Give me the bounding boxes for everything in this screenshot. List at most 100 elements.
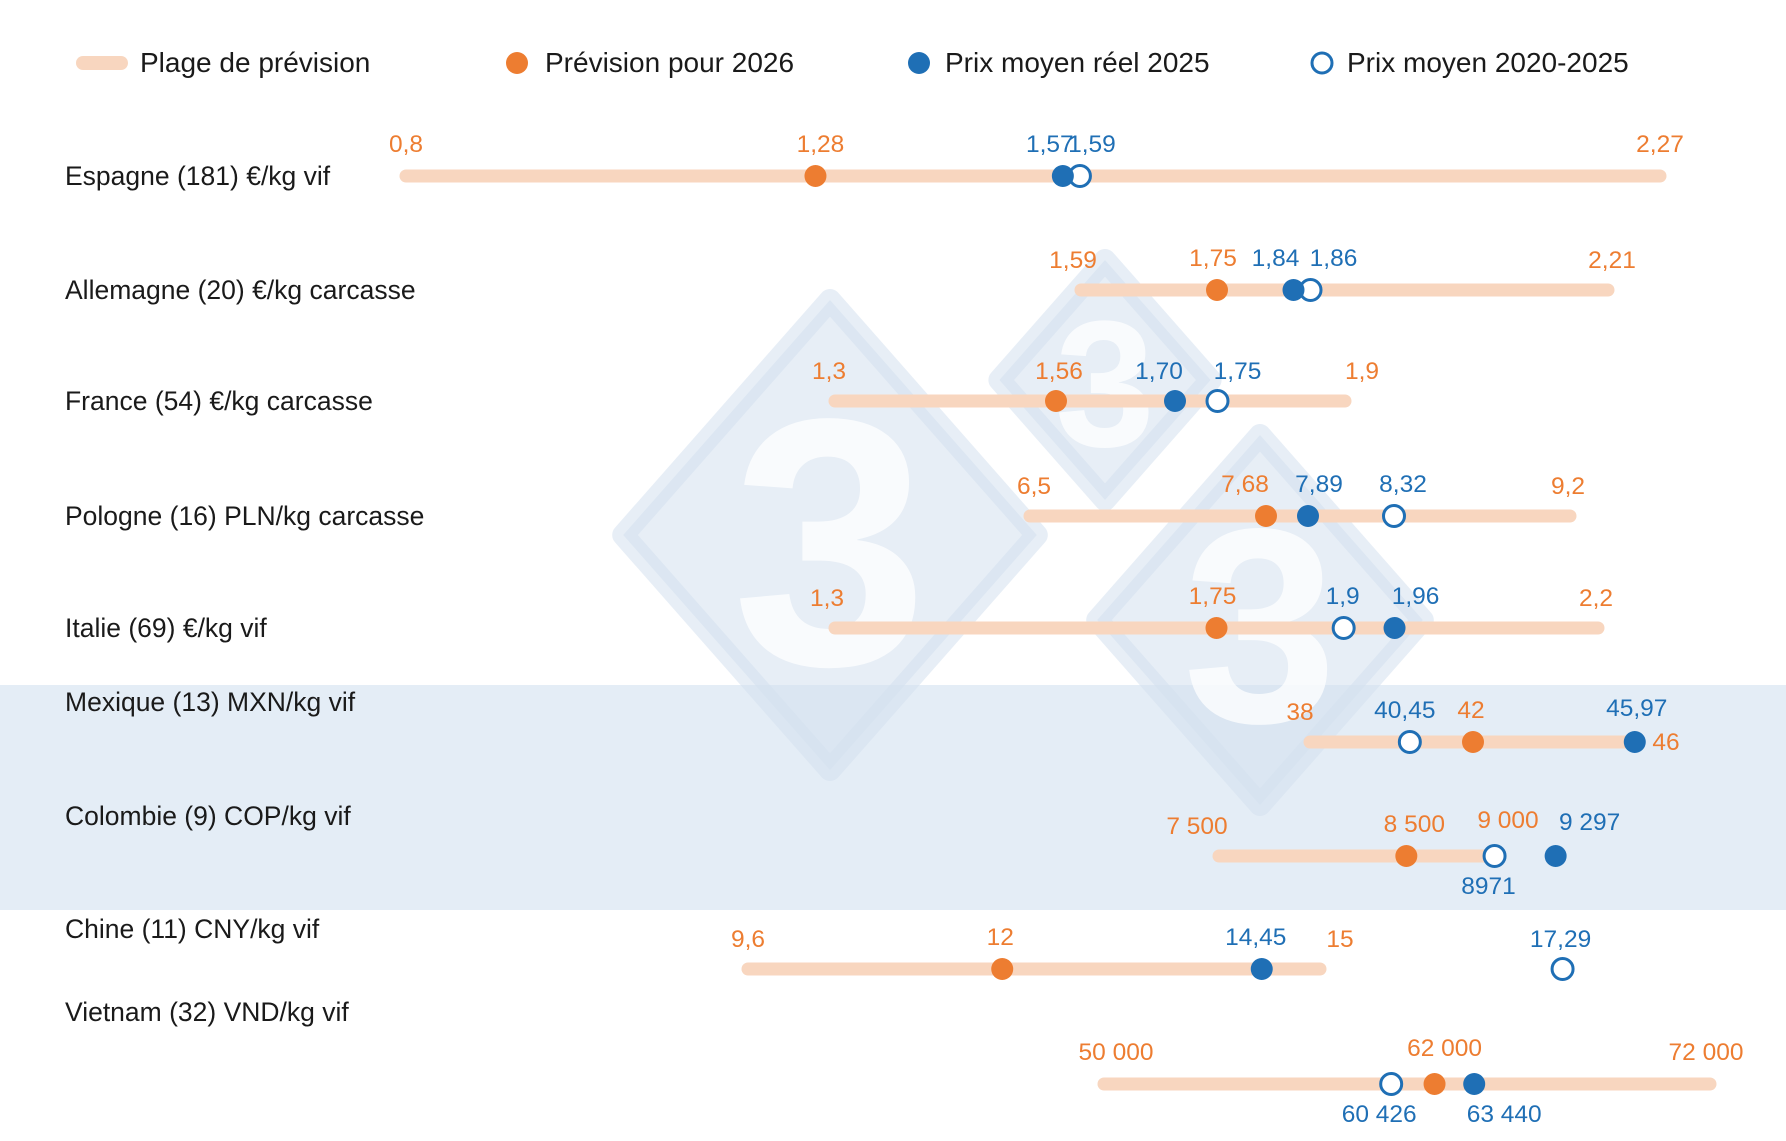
average-marker: [1379, 1072, 1404, 1096]
forecast-marker: [1206, 279, 1228, 301]
max-value-label: 2,21: [1588, 247, 1636, 274]
forecast-marker: [804, 165, 827, 187]
row-label: Colombie (9) COP/kg vif: [65, 801, 351, 831]
chart-row: Pologne (16) PLN/kg carcasse 6,5 9,2 7,68 7,…: [65, 471, 1585, 531]
average-marker: [1331, 616, 1356, 640]
legend-label-actual: Prix moyen réel 2025: [945, 47, 1210, 78]
legend-item-average: Prix moyen 2020-2025: [1310, 47, 1629, 78]
legend-actual-swatch: [908, 52, 930, 74]
average-marker: [1550, 957, 1575, 981]
watermark-diamond-small: 3: [988, 249, 1222, 511]
actual-value-label: 45,97: [1606, 695, 1667, 722]
watermark-glyph: 3: [1055, 284, 1155, 485]
chart-row: Italie (69) €/kg vif 1,3 2,2 1,75 1,96 1,9: [65, 583, 1613, 643]
actual-marker: [1623, 731, 1646, 753]
row-label: Allemagne (20) €/kg carcasse: [65, 275, 416, 305]
row-label: Chine (11) CNY/kg vif: [65, 914, 320, 944]
forecast-marker: [1423, 1073, 1446, 1095]
max-value-label: 15: [1326, 926, 1353, 953]
forecast-marker: [1255, 505, 1277, 527]
forecast-marker: [1395, 845, 1418, 867]
row-label: Pologne (16) PLN/kg carcasse: [65, 501, 424, 531]
chart-row: Vietnam (32) VND/kg vif 50 000 72 000 62 00…: [65, 997, 1743, 1128]
actual-marker: [1282, 279, 1305, 301]
legend-item-forecast: Prévision pour 2026: [506, 47, 794, 78]
chart-row: Allemagne (20) €/kg carcasse 1,59 2,21 1,75…: [65, 245, 1636, 305]
forecast-value-label: 42: [1457, 697, 1484, 724]
legend-item-range: Plage de prévision: [76, 47, 370, 78]
forecast-value-label: 1,28: [797, 131, 845, 158]
average-marker: [1205, 389, 1230, 413]
min-value-label: 9,6: [731, 926, 765, 953]
chart-row: Colombie (9) COP/kg vif 7 500 9 000 8 500 9 …: [65, 801, 1620, 900]
min-value-label: 7 500: [1166, 813, 1227, 840]
row-label: Italie (69) €/kg vif: [65, 613, 267, 643]
chart-row: Espagne (181) €/kg vif 0,8 2,27 1,28 1,571,5…: [65, 131, 1684, 191]
legend-item-actual: Prix moyen réel 2025: [908, 47, 1210, 78]
actual-value-label: 1,84: [1252, 245, 1300, 272]
average-value-label: 8,32: [1379, 471, 1427, 498]
average-value-label: 60 426: [1342, 1101, 1417, 1128]
average-value-label: 8971: [1461, 873, 1516, 900]
watermark-diamond: [988, 249, 1222, 511]
watermark-diamond: [612, 289, 1048, 781]
forecast-value-label: 8 500: [1384, 811, 1445, 838]
legend: Plage de prévision Prévision pour 2026 Pri…: [76, 47, 1629, 78]
chart-row: France (54) €/kg carcasse 1,3 1,9 1,56 1,70 1…: [65, 358, 1379, 416]
forecast-value-label: 12: [987, 924, 1014, 951]
min-value-label: 1,59: [1049, 247, 1097, 274]
forecast-marker: [991, 958, 1014, 980]
forecast-marker: [1462, 731, 1484, 753]
max-value-label: 9,2: [1551, 473, 1585, 500]
max-value-label: 9 000: [1477, 807, 1538, 834]
highlight-band: [0, 685, 1786, 910]
row-label: Mexique (13) MXN/kg vif: [65, 687, 356, 717]
row-label: Vietnam (32) VND/kg vif: [65, 997, 349, 1027]
chart-row: Mexique (13) MXN/kg vif 38 46 42 45,97 40,45: [65, 687, 1680, 756]
chart-row: Chine (11) CNY/kg vif 9,6 15 12 14,45 17,29: [65, 914, 1591, 981]
min-value-label: 0,8: [389, 131, 423, 158]
forecast-value-label: 1,75: [1189, 583, 1237, 610]
row-label: France (54) €/kg carcasse: [65, 386, 373, 416]
actual-marker: [1250, 958, 1273, 980]
min-value-label: 38: [1286, 699, 1313, 726]
legend-forecast-swatch: [506, 52, 528, 74]
max-value-label: 2,2: [1579, 585, 1613, 612]
watermark-diamond: [1086, 424, 1434, 816]
actual-value-label: 63 440: [1467, 1101, 1542, 1128]
actual-marker: [1544, 845, 1567, 867]
average-value-label: 1,59: [1068, 131, 1116, 158]
actual-marker: [1463, 1073, 1486, 1095]
actual-value-label: 1,96: [1392, 583, 1440, 610]
legend-label-average: Prix moyen 2020-2025: [1347, 47, 1629, 78]
average-value-label: 40,45: [1374, 697, 1435, 724]
legend-label-forecast: Prévision pour 2026: [545, 47, 794, 78]
forecast-value-label: 7,68: [1221, 471, 1269, 498]
average-marker: [1382, 504, 1406, 528]
forecast-marker: [1045, 390, 1067, 412]
max-value-label: 72 000: [1669, 1039, 1744, 1066]
forecast-value-label: 1,75: [1189, 245, 1237, 272]
actual-marker: [1383, 617, 1406, 639]
forecast-marker: [1205, 617, 1228, 639]
min-value-label: 50 000: [1079, 1039, 1154, 1066]
max-value-label: 1,9: [1345, 358, 1379, 385]
actual-value-label: 1,57: [1026, 131, 1074, 158]
average-marker: [1482, 844, 1507, 868]
watermark-diamond-large: 3: [612, 289, 1048, 781]
forecast-value-label: 1,56: [1035, 358, 1083, 385]
average-value-label: 17,29: [1530, 926, 1591, 953]
forecast-value-label: 62 000: [1407, 1035, 1482, 1062]
actual-marker: [1164, 390, 1186, 412]
actual-marker: [1297, 505, 1319, 527]
min-value-label: 1,3: [812, 358, 846, 385]
actual-value-label: 9 297: [1559, 809, 1620, 836]
average-marker: [1397, 730, 1422, 754]
actual-value-label: 7,89: [1295, 471, 1343, 498]
average-value-label: 1,9: [1326, 583, 1360, 610]
legend-average-swatch: [1310, 51, 1334, 75]
watermark-glyph: 3: [732, 345, 928, 739]
average-value-label: 1,75: [1214, 358, 1262, 385]
